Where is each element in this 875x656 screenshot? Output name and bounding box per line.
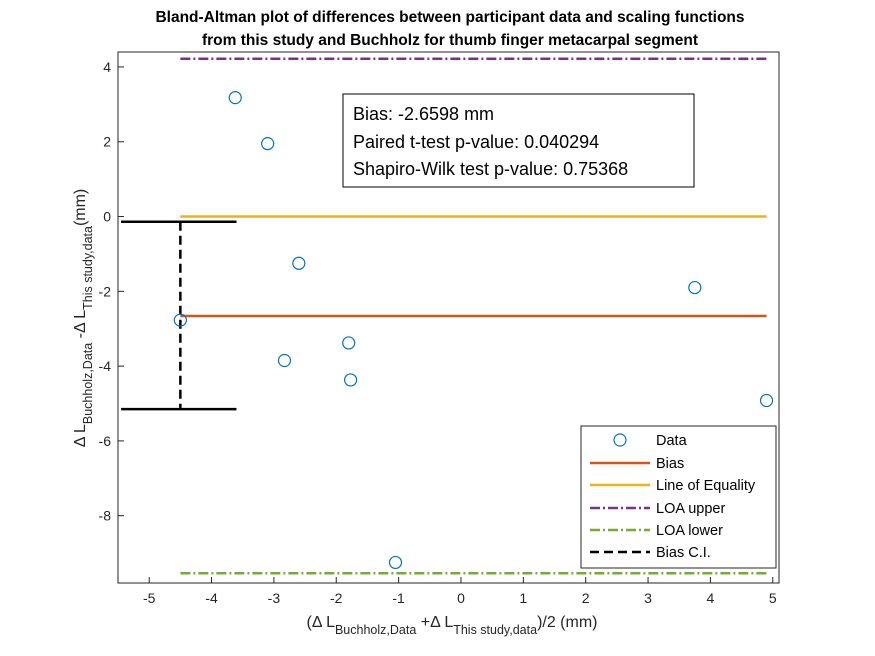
data-point	[277, 353, 292, 368]
x-tick-label: -4	[205, 590, 218, 606]
x-tick-label: 1	[519, 590, 527, 606]
y-tick-label: 4	[103, 59, 111, 75]
x-tick-label: 2	[582, 590, 590, 606]
data-points	[173, 91, 774, 570]
legend-label-equality: Line of Equality	[656, 478, 756, 494]
x-tick-label: 0	[457, 590, 465, 606]
y-tick-label: 0	[103, 209, 111, 225]
data-point	[261, 137, 275, 151]
x-tick-label: -5	[143, 590, 156, 606]
bias-ci-group	[121, 220, 237, 411]
legend-marker-data	[613, 433, 627, 447]
x-axis-label: (Δ LBuchholz,Data +Δ LThis study,data)/2…	[306, 614, 597, 637]
stats-annotation-box: Bias: -2.6598 mm Paired t-test p-value: …	[342, 93, 695, 188]
y-tick-label: -8	[99, 508, 112, 524]
legend-label-loa-upper: LOA upper	[656, 501, 725, 517]
plot-lines	[180, 57, 767, 575]
legend: Data Bias Line of Equality LOA upper LOA…	[580, 425, 777, 569]
chart-title-line-2: from this study and Buchholz for thumb f…	[202, 32, 698, 49]
data-point	[388, 555, 403, 570]
data-point	[173, 313, 187, 327]
legend-label-data: Data	[656, 433, 688, 449]
data-point	[343, 373, 358, 387]
y-tick-label: 2	[103, 134, 111, 150]
data-point	[342, 336, 356, 350]
x-tick-label: -1	[392, 590, 405, 606]
annotation-t-test: Paired t-test p-value: 0.040294	[353, 132, 599, 152]
y-tick-label: -6	[99, 433, 112, 449]
y-tick-label: -4	[99, 358, 112, 374]
legend-label-bias: Bias	[656, 456, 684, 472]
data-point	[759, 393, 774, 408]
data-point	[688, 280, 702, 295]
data-point	[292, 256, 306, 270]
x-tick-label: -2	[330, 590, 343, 606]
chart-title-line-1: Bland-Altman plot of differences between…	[155, 9, 744, 26]
y-axis-label: Δ LBuchholz,Data -Δ LThis study,data(mm)	[72, 189, 95, 448]
data-point	[228, 91, 242, 105]
x-tick-label: 3	[644, 590, 652, 606]
legend-label-bias-ci: Bias C.I.	[656, 545, 711, 561]
plot-area	[117, 51, 780, 584]
y-tick-label: -2	[99, 283, 112, 299]
x-tick-label: -3	[268, 590, 281, 606]
x-tick-label: 4	[707, 590, 715, 606]
x-axis-ticks: -5 -4 -3 -2 -1 0 1 2 3 4 5	[143, 577, 777, 606]
annotation-shapiro-wilk: Shapiro-Wilk test p-value: 0.75368	[353, 159, 628, 179]
legend-label-loa-lower: LOA lower	[656, 523, 723, 539]
x-tick-label: 5	[769, 590, 777, 606]
annotation-bias: Bias: -2.6598 mm	[353, 104, 494, 124]
y-axis-ticks: -8 -6 -4 -2 0 2 4	[99, 59, 124, 524]
